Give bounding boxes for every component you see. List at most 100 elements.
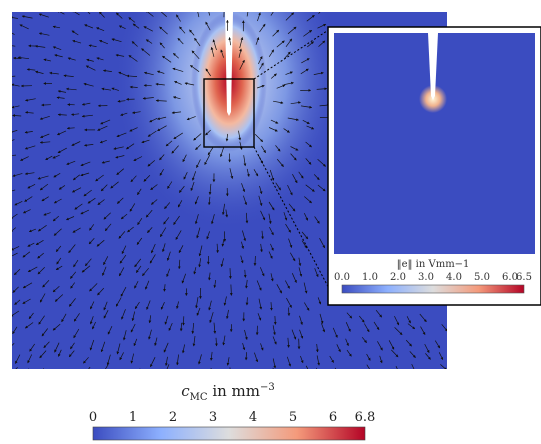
field-arrow [344, 372, 348, 382]
field-arrow [145, 12, 154, 17]
field-arrow [291, 329, 297, 340]
field-arrow [302, 119, 310, 125]
field-arrow [154, 337, 158, 346]
field-arrow [104, 223, 112, 232]
field-arrow [219, 147, 225, 158]
field-arrow [205, 68, 211, 77]
field-arrow [229, 284, 233, 296]
field-arrow [171, 145, 179, 154]
field-arrow [286, 297, 292, 308]
field-arrow [158, 12, 167, 17]
field-arrow [242, 230, 247, 242]
field-arrow [12, 114, 22, 117]
field-arrow [300, 105, 313, 109]
field-arrow [92, 321, 96, 330]
field-arrow [12, 326, 18, 335]
field-arrow [284, 81, 294, 85]
field-arrow [420, 326, 426, 336]
field-arrow [424, 343, 430, 354]
field-arrow [171, 111, 182, 115]
field-arrow [103, 310, 109, 319]
field-arrow [96, 57, 104, 61]
field-arrow [130, 323, 136, 333]
field-arrow [305, 184, 315, 192]
field-arrow [329, 355, 334, 363]
field-arrow [239, 59, 245, 70]
field-arrow [118, 267, 125, 277]
field-arrow [38, 13, 49, 18]
field-arrow [100, 341, 106, 353]
field-arrow [121, 245, 127, 255]
field-arrow [179, 185, 185, 193]
field-arrow [12, 75, 16, 77]
field-arrow [176, 354, 179, 366]
field-arrow [254, 133, 264, 143]
field-arrow [246, 168, 250, 177]
field-arrow [85, 65, 96, 71]
field-arrow [290, 146, 299, 151]
field-arrow [194, 214, 199, 225]
field-arrow [12, 83, 20, 87]
field-arrow [173, 132, 183, 140]
field-arrow [72, 174, 81, 181]
field-arrow [128, 17, 136, 23]
main-colorbar-group: cMC in mm−3 0 1 2 3 4 5 6 6.8 [89, 382, 376, 441]
field-arrow [291, 273, 297, 284]
field-arrow [207, 196, 211, 206]
field-arrow [131, 41, 138, 47]
field-arrow [137, 188, 142, 196]
field-arrow [195, 144, 202, 151]
field-arrow [35, 70, 44, 74]
field-arrow [136, 265, 142, 273]
field-arrow [147, 227, 153, 233]
field-arrow [147, 130, 157, 137]
main-colorbar-tick-label: 6.8 [355, 410, 376, 425]
field-arrow [258, 298, 263, 310]
field-arrow [198, 245, 203, 257]
field-arrow [118, 71, 127, 77]
field-arrow [300, 355, 304, 364]
field-arrow [164, 202, 171, 210]
field-arrow [259, 185, 263, 195]
field-arrow [43, 368, 45, 369]
field-arrow [176, 301, 179, 309]
field-arrow [181, 273, 187, 284]
field-arrow [29, 343, 35, 352]
field-arrow [407, 323, 416, 330]
field-arrow [211, 214, 215, 225]
field-arrow [394, 327, 403, 336]
field-arrow [303, 212, 309, 221]
field-arrow [149, 117, 158, 123]
field-arrow [22, 209, 31, 214]
field-arrow [189, 29, 195, 36]
field-arrow [27, 242, 35, 247]
field-arrow [96, 239, 105, 247]
field-arrow [133, 156, 143, 162]
electric-field-arrows [12, 12, 447, 382]
field-arrow [216, 243, 219, 254]
field-arrow [205, 21, 211, 31]
field-arrow [28, 228, 37, 233]
field-arrow [195, 297, 199, 309]
field-arrow [204, 154, 211, 166]
field-arrow [273, 315, 277, 325]
field-arrow [80, 209, 90, 215]
field-arrow [272, 29, 280, 37]
field-arrow [173, 52, 179, 59]
field-arrow [221, 203, 225, 216]
field-arrow [270, 73, 277, 79]
field-arrow [37, 252, 44, 259]
field-arrow [28, 368, 30, 369]
field-arrow [71, 12, 80, 16]
field-arrow [139, 368, 141, 369]
field-arrow [83, 189, 92, 197]
field-arrow [276, 84, 286, 89]
inset-colorbar-tick-label: 5.0 [474, 272, 490, 283]
inset-needle [428, 33, 438, 100]
field-arrow [256, 280, 262, 291]
field-arrow [141, 48, 151, 56]
field-arrow [268, 213, 272, 225]
main-colorbar-tick-label: 3 [209, 410, 217, 425]
field-arrow [290, 153, 297, 161]
field-arrow [332, 327, 338, 338]
